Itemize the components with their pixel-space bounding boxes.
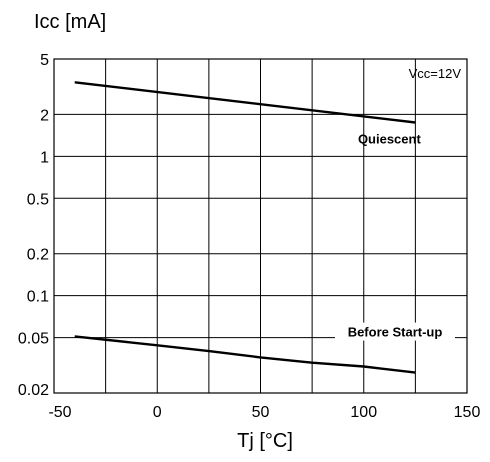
grid <box>54 59 467 393</box>
y-tick-label: 0.1 <box>27 289 49 306</box>
series-label-quiescent: Quiescent <box>358 132 422 147</box>
series-layer <box>74 81 416 374</box>
y-tick-label: 0.02 <box>18 382 49 399</box>
vcc-annotation: Vcc=12V <box>409 66 462 81</box>
annotations: Quiescent Before Start-up Vcc=12V <box>335 66 461 341</box>
x-tick-label: -50 <box>48 404 71 421</box>
y-tick-label: 0.05 <box>18 331 49 348</box>
plot-frame <box>53 58 468 394</box>
series-line <box>74 81 416 124</box>
series-line <box>74 335 416 374</box>
series-label-background <box>335 322 455 341</box>
y-tick-label: 1 <box>40 149 49 166</box>
x-tick-label: 50 <box>252 404 270 421</box>
x-axis-label: Tj [°C] <box>237 430 293 452</box>
series-label-before-start-up: Before Start-up <box>348 325 443 340</box>
x-tick-label: 0 <box>153 404 162 421</box>
x-tick-label: 100 <box>350 404 377 421</box>
x-tick-label: 150 <box>454 404 481 421</box>
y-axis-label: Icc [mA] <box>34 11 106 33</box>
y-tick-label: 2 <box>40 107 49 124</box>
y-tick-label: 0.2 <box>27 247 49 264</box>
tick-labels: 5 2 1 0.5 0.2 0.1 0.05 0.02 -50 0 50 100 150 <box>18 52 481 421</box>
y-tick-label: 0.5 <box>27 191 49 208</box>
y-tick-label: 5 <box>40 52 49 69</box>
